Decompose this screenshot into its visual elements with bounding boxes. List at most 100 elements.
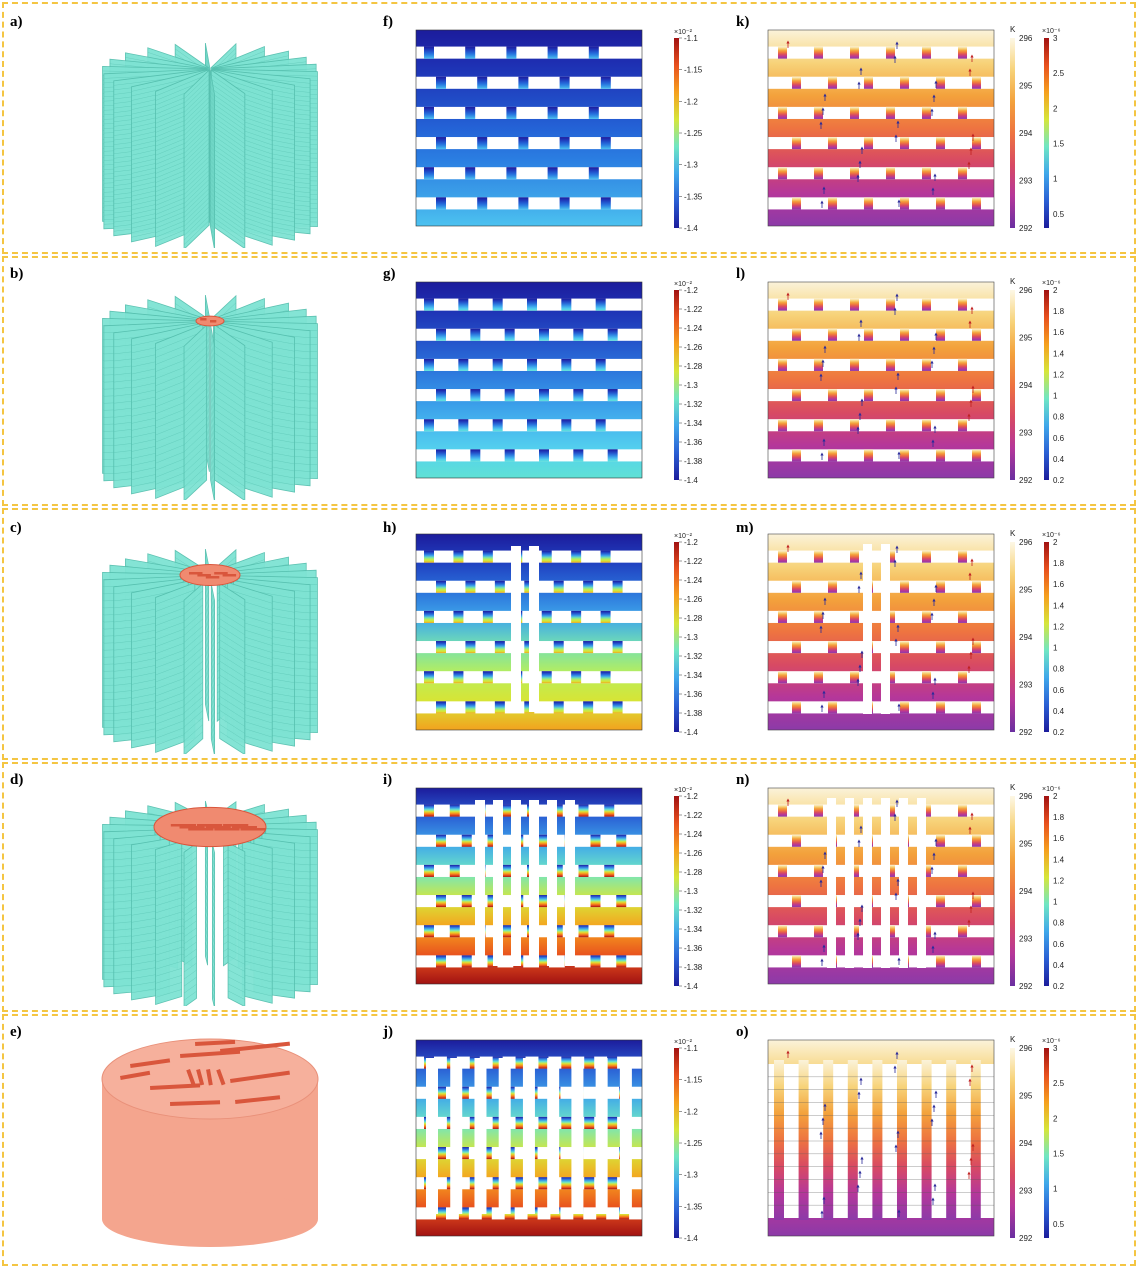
fin <box>241 840 273 1004</box>
velocity-tick-label: 2 <box>1053 792 1058 801</box>
pillar <box>886 298 895 311</box>
vertical-channel <box>565 800 575 966</box>
velocity-tick-label: 1.4 <box>1053 601 1065 610</box>
gap-band <box>416 197 642 210</box>
vertical-channel <box>595 1058 608 1214</box>
pressure-tick-label: -1.22 <box>684 811 703 820</box>
pillar <box>424 925 434 938</box>
gap-band <box>768 46 994 59</box>
core-channel <box>197 574 211 577</box>
pressure-tick-label: -1.35 <box>684 192 703 201</box>
velocity-tick-label: 0.4 <box>1053 961 1065 970</box>
pillar <box>449 804 460 817</box>
temperature-tick-label: 295 <box>1019 334 1033 343</box>
panel-label-k: k) <box>736 14 750 30</box>
pillar <box>424 419 434 432</box>
gap-band <box>416 76 642 89</box>
panel-label-l: l) <box>736 266 746 282</box>
pillar <box>850 358 859 371</box>
vertical-channel <box>881 798 890 968</box>
pressure-tick-label: -1.4 <box>684 1234 698 1243</box>
pillar <box>424 804 434 817</box>
pillar <box>481 1147 492 1160</box>
pillar <box>436 895 446 908</box>
pressure-tick-label: -1.4 <box>684 728 698 737</box>
pillar <box>792 328 801 341</box>
pillar <box>612 580 623 593</box>
pillar <box>604 864 615 877</box>
vertical-channel <box>547 1058 560 1214</box>
pillar <box>561 298 572 311</box>
pillar <box>922 671 931 684</box>
velocity-unit-label: m/s <box>1042 276 1055 278</box>
panel-label-o: o) <box>736 1024 749 1040</box>
pillar <box>612 641 623 654</box>
pillar <box>936 197 945 210</box>
pillar <box>547 106 558 119</box>
pillar <box>616 834 627 847</box>
pressure-field-fill <box>416 282 642 478</box>
vertical-channel <box>493 800 503 966</box>
pillar <box>828 197 837 210</box>
pillar <box>436 1207 446 1220</box>
temperature-tick-label: 294 <box>1019 633 1033 642</box>
velocity-arrows <box>786 1050 975 1218</box>
pillar <box>922 925 931 938</box>
fin <box>155 840 183 1005</box>
temperature-tick-label: 294 <box>1019 381 1033 390</box>
temperature-unit-label: K <box>1010 529 1016 538</box>
pillar <box>778 358 787 371</box>
pillar <box>972 895 981 908</box>
pressure-tick-label: -1.32 <box>684 652 703 661</box>
pillar <box>494 701 505 714</box>
fin <box>209 70 216 248</box>
pillar <box>958 106 967 119</box>
temperature-tick-label: 292 <box>1019 728 1033 737</box>
panel-label-c: c) <box>10 520 22 536</box>
pillar <box>936 641 945 654</box>
pillar <box>972 197 981 210</box>
temperature-colorbar <box>1010 542 1015 732</box>
pillar <box>936 449 945 462</box>
pillar <box>850 925 859 938</box>
pressure-exponent-label: ×10⁻² <box>674 1039 693 1046</box>
pressure-tick-label: -1.15 <box>684 66 703 75</box>
pressure-field-frame <box>415 787 643 985</box>
core-channel <box>189 572 203 575</box>
pillar <box>958 298 967 311</box>
temperature-unit-label: K <box>1010 1035 1016 1044</box>
heatsink-model-b <box>102 294 318 500</box>
pillar <box>515 1177 526 1190</box>
pillar <box>972 449 981 462</box>
temperature-tick-label: 292 <box>1019 476 1033 485</box>
pillar <box>539 449 549 462</box>
pillar <box>541 550 552 563</box>
gap-band <box>768 106 994 119</box>
gap-band <box>416 106 642 119</box>
pillar <box>900 580 909 593</box>
temperature-field-frame <box>767 533 995 731</box>
velocity-tick-label: 1.8 <box>1053 307 1065 316</box>
pillar <box>458 358 469 371</box>
vertical-channel <box>896 1060 907 1220</box>
pillar <box>436 137 446 150</box>
vertical-channel <box>511 800 521 966</box>
vertical-channel <box>863 544 872 714</box>
pillar <box>778 106 787 119</box>
pillar <box>864 389 873 402</box>
vertical-channel <box>917 798 926 968</box>
pillar <box>453 610 464 623</box>
pillar <box>792 580 801 593</box>
pillar <box>607 389 618 402</box>
panel-label-h: h) <box>383 520 397 536</box>
temperature-tick-label: 294 <box>1019 887 1033 896</box>
vertical-channel <box>426 1058 438 1214</box>
velocity-colorbar <box>1044 38 1049 228</box>
pillar <box>828 580 837 593</box>
pillar <box>465 167 476 180</box>
pillar <box>424 864 434 877</box>
vertical-channel <box>921 1060 932 1220</box>
pillar <box>936 701 945 714</box>
pillar <box>436 389 446 402</box>
pressure-tick-label: -1.24 <box>684 324 703 333</box>
